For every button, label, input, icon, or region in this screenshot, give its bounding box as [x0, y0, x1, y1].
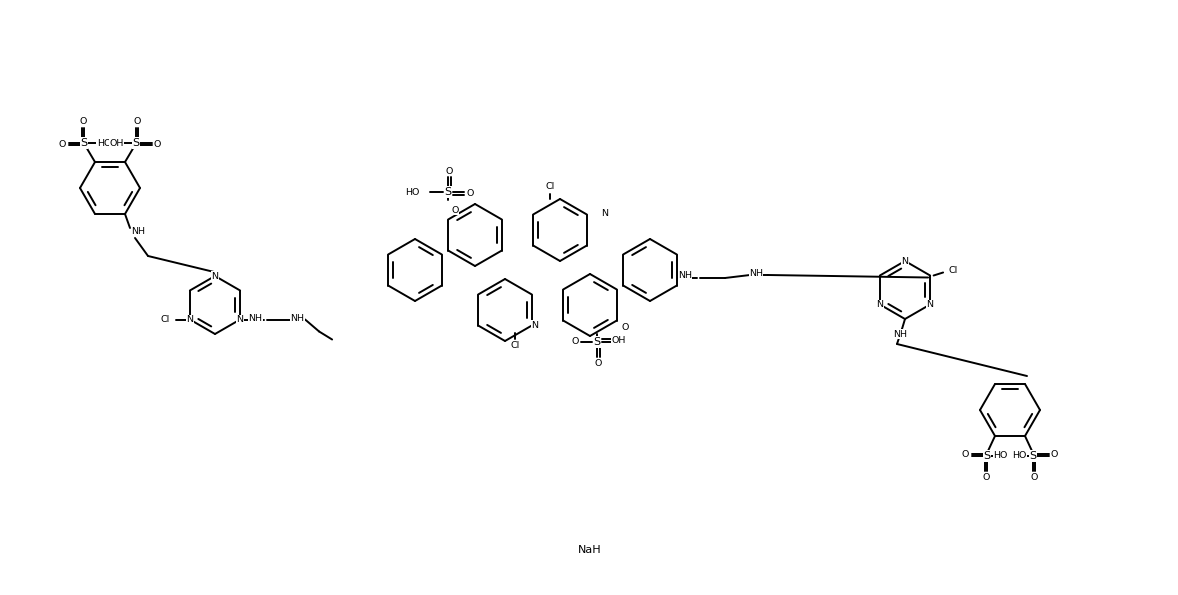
Text: S: S — [594, 337, 601, 347]
Text: O: O — [982, 473, 990, 482]
Text: S: S — [80, 138, 87, 148]
Text: HO: HO — [993, 452, 1008, 461]
Text: O: O — [961, 450, 969, 459]
Text: NH: NH — [679, 271, 691, 280]
Text: Cl: Cl — [160, 315, 170, 324]
Text: N: N — [186, 315, 193, 324]
Text: O: O — [451, 205, 458, 215]
Text: HO: HO — [97, 139, 111, 148]
Text: O: O — [59, 139, 66, 149]
Text: S: S — [132, 138, 139, 148]
Text: NH: NH — [893, 330, 907, 339]
Text: Cl: Cl — [545, 181, 555, 190]
Text: N: N — [602, 208, 609, 218]
Text: O: O — [1031, 473, 1038, 482]
Text: OH: OH — [611, 336, 627, 345]
Text: N: N — [212, 271, 218, 280]
Text: O: O — [595, 359, 602, 368]
Text: Cl: Cl — [948, 266, 958, 275]
Text: S: S — [984, 451, 991, 461]
Text: O: O — [466, 189, 474, 198]
Text: O: O — [571, 337, 578, 346]
Text: O: O — [79, 117, 87, 126]
Text: O: O — [133, 117, 140, 126]
Text: O: O — [445, 167, 454, 176]
Text: N: N — [531, 321, 538, 330]
Text: NH: NH — [249, 314, 263, 322]
Text: NaH: NaH — [578, 545, 602, 555]
Text: N: N — [901, 256, 908, 265]
Text: O: O — [1051, 450, 1058, 459]
Text: S: S — [444, 187, 451, 197]
Text: NH: NH — [290, 314, 304, 323]
Text: NH: NH — [749, 268, 763, 277]
Text: HO: HO — [405, 187, 421, 196]
Text: NH: NH — [131, 227, 145, 236]
Text: HO: HO — [1012, 452, 1026, 461]
Text: O: O — [154, 139, 161, 149]
Text: S: S — [1030, 451, 1037, 461]
Text: OH: OH — [110, 139, 124, 148]
Text: N: N — [927, 300, 934, 309]
Text: Cl: Cl — [510, 340, 519, 349]
Text: N: N — [876, 300, 884, 309]
Text: O: O — [621, 322, 629, 331]
Text: N: N — [237, 315, 244, 324]
